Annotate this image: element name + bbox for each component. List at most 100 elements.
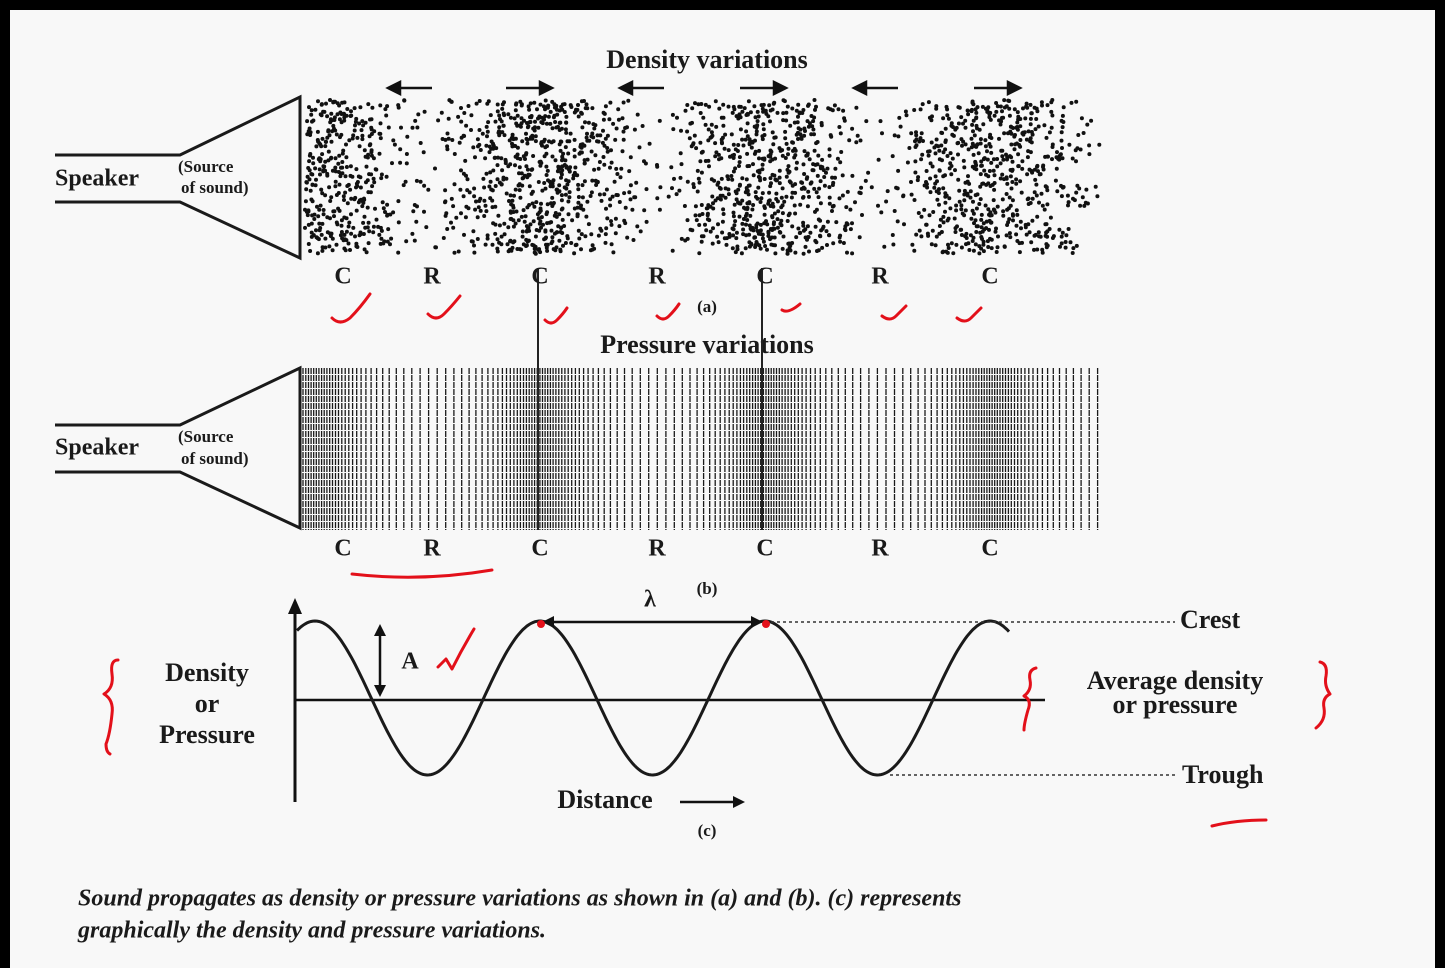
particle bbox=[488, 170, 493, 175]
particle bbox=[491, 168, 496, 173]
particle bbox=[751, 162, 755, 167]
particle bbox=[748, 213, 753, 218]
particle bbox=[760, 232, 765, 237]
particle bbox=[385, 104, 390, 109]
particle bbox=[737, 183, 742, 188]
particle bbox=[919, 214, 924, 219]
particle bbox=[747, 223, 752, 228]
particle bbox=[924, 180, 928, 184]
particle bbox=[1009, 142, 1014, 147]
particle bbox=[949, 164, 954, 168]
particle bbox=[572, 110, 577, 115]
particle bbox=[1001, 115, 1006, 120]
particle bbox=[744, 129, 749, 134]
particle bbox=[481, 176, 486, 181]
particle bbox=[610, 194, 615, 199]
particle bbox=[317, 221, 322, 226]
particle bbox=[820, 157, 825, 162]
particle bbox=[778, 230, 783, 235]
particle bbox=[452, 182, 457, 187]
particle bbox=[753, 242, 758, 247]
particle bbox=[998, 161, 1003, 166]
particle bbox=[979, 225, 984, 230]
particle bbox=[349, 212, 353, 217]
particle bbox=[1018, 138, 1023, 142]
particle bbox=[344, 155, 349, 160]
particle bbox=[421, 150, 426, 155]
particle bbox=[586, 120, 591, 125]
particle bbox=[544, 242, 548, 247]
particle bbox=[898, 124, 903, 129]
particle bbox=[994, 109, 999, 114]
particle bbox=[538, 163, 543, 168]
particle bbox=[959, 115, 964, 120]
particle bbox=[1072, 198, 1077, 203]
particle bbox=[959, 233, 964, 237]
particle bbox=[970, 208, 975, 213]
particle bbox=[959, 245, 964, 250]
particle bbox=[1024, 101, 1029, 106]
particle bbox=[1061, 105, 1066, 110]
particle bbox=[473, 155, 477, 160]
particle bbox=[783, 129, 788, 134]
particle bbox=[1015, 127, 1020, 132]
particle bbox=[559, 172, 564, 177]
particle bbox=[927, 115, 932, 120]
particle bbox=[802, 126, 807, 131]
particle bbox=[603, 136, 608, 141]
particle bbox=[1002, 98, 1007, 103]
particle bbox=[1060, 125, 1065, 130]
particle bbox=[488, 113, 493, 118]
particle bbox=[590, 247, 595, 252]
particle bbox=[329, 195, 334, 200]
particle bbox=[831, 180, 836, 185]
particle bbox=[545, 168, 550, 173]
particle bbox=[740, 221, 745, 226]
particle bbox=[761, 122, 766, 127]
particle bbox=[937, 148, 942, 153]
particle bbox=[974, 206, 979, 211]
particle bbox=[1087, 143, 1092, 148]
particle bbox=[722, 236, 727, 241]
particle bbox=[924, 222, 929, 227]
particle bbox=[690, 228, 695, 233]
particle bbox=[801, 223, 806, 228]
particle bbox=[307, 177, 312, 182]
particle bbox=[495, 246, 500, 251]
particle bbox=[742, 106, 747, 111]
particle bbox=[941, 116, 946, 121]
particle bbox=[484, 124, 489, 129]
particle bbox=[540, 188, 545, 193]
particle bbox=[366, 190, 371, 195]
particle bbox=[744, 188, 749, 193]
particle bbox=[323, 159, 328, 164]
particle bbox=[527, 184, 532, 189]
particle bbox=[1002, 177, 1006, 182]
particle bbox=[328, 199, 333, 203]
particle bbox=[772, 220, 776, 225]
particle bbox=[374, 217, 379, 222]
particle bbox=[850, 251, 855, 256]
particle bbox=[732, 107, 737, 112]
particle bbox=[785, 167, 790, 172]
particle bbox=[532, 204, 537, 209]
particle bbox=[635, 224, 640, 229]
particle bbox=[307, 153, 312, 158]
particle bbox=[843, 228, 848, 233]
particle bbox=[526, 172, 531, 177]
particle bbox=[343, 248, 348, 253]
particle bbox=[768, 184, 773, 189]
particle bbox=[918, 136, 923, 141]
particle bbox=[443, 200, 447, 205]
particle bbox=[576, 195, 581, 199]
particle bbox=[760, 167, 765, 172]
particle bbox=[743, 206, 748, 211]
particle bbox=[361, 232, 366, 236]
particle bbox=[325, 114, 330, 119]
particle bbox=[770, 130, 775, 135]
particle bbox=[838, 160, 843, 165]
particle bbox=[919, 234, 924, 239]
particle bbox=[801, 251, 806, 256]
particle bbox=[1028, 102, 1033, 107]
particle bbox=[568, 131, 573, 136]
